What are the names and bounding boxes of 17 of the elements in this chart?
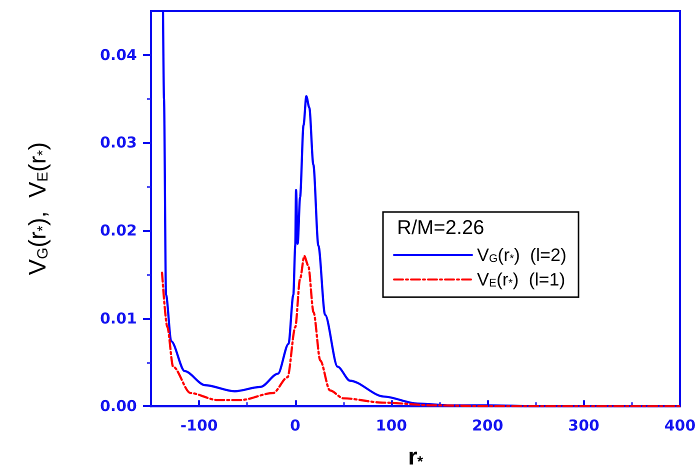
x-tick-label: 0 [290,416,300,435]
legend-label: VG(r*) (l=2) [477,245,567,266]
x-tick-label: 100 [376,416,408,435]
y-tick-label: 0.02 [100,222,137,240]
legend-label: VE(r*) (l=1) [477,270,566,290]
x-axis-title: r* [408,444,424,471]
y-tick-label: 0.03 [100,134,137,152]
x-tick-label: 200 [472,416,504,435]
legend-title: R/M=2.26 [397,217,484,239]
y-tick-label: 0.00 [100,397,137,416]
y-tick-label: 0.04 [100,46,137,64]
line-series [162,10,682,408]
x-tick-label: 300 [568,416,600,435]
text: VG(r*), VE(r*) [24,142,52,276]
x-tick-label: -100 [180,416,218,435]
y-tick-label: 0.01 [100,309,137,328]
x-tick-label: 400 [664,416,696,435]
